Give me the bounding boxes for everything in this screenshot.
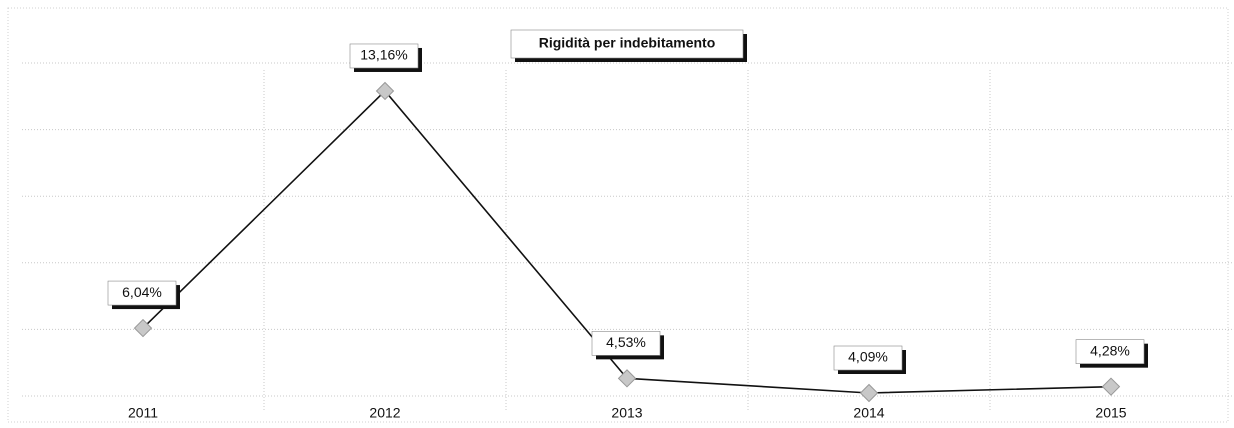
marker (375, 81, 395, 101)
title-box (510, 29, 744, 59)
marker (859, 383, 879, 403)
data-label: 4,09% (848, 349, 888, 365)
x-tick-label: 2011 (128, 405, 158, 421)
label-box (833, 345, 903, 371)
x-tick-label: 2013 (611, 405, 642, 421)
label-box (349, 43, 419, 69)
data-label: 4,28% (1090, 342, 1130, 358)
label-box (1075, 339, 1145, 364)
x-tick-label: 2012 (369, 405, 400, 421)
marker (617, 369, 637, 388)
marker (1101, 377, 1121, 396)
marker (133, 318, 153, 338)
data-label: 13,16% (360, 47, 407, 63)
chart-title: Rigidità per indebitamento (539, 35, 716, 51)
x-tick-label: 2014 (853, 405, 884, 421)
chart-frame (7, 7, 1229, 423)
data-label: 4,53% (606, 334, 646, 350)
data-label: 6,04% (122, 284, 162, 300)
x-tick-label: 2015 (1095, 405, 1126, 421)
label-box (107, 280, 177, 306)
label-box (591, 331, 661, 356)
